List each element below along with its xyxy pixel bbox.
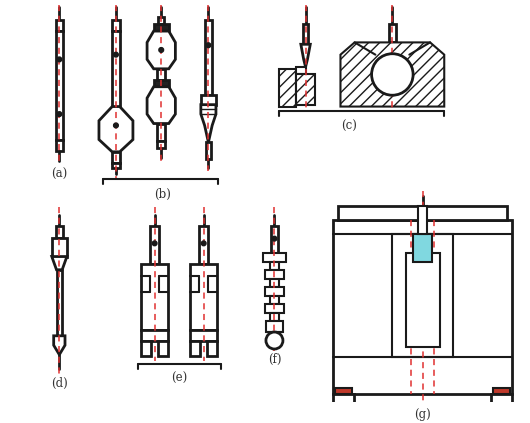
Bar bbox=[57, 270, 62, 336]
Bar bbox=[265, 287, 284, 296]
Bar bbox=[154, 80, 169, 87]
Bar bbox=[56, 226, 63, 238]
Bar bbox=[413, 234, 432, 262]
Bar bbox=[270, 313, 279, 321]
Bar bbox=[333, 394, 354, 406]
Circle shape bbox=[113, 52, 118, 57]
Bar bbox=[201, 95, 216, 104]
Bar bbox=[205, 20, 212, 95]
Bar bbox=[142, 330, 168, 341]
Text: (a): (a) bbox=[51, 168, 67, 181]
Bar bbox=[190, 264, 217, 330]
Bar bbox=[279, 69, 296, 107]
Text: (g): (g) bbox=[414, 409, 431, 421]
Text: (c): (c) bbox=[341, 120, 357, 133]
Bar bbox=[263, 253, 286, 262]
Bar bbox=[207, 341, 217, 356]
Bar bbox=[154, 25, 169, 31]
Bar bbox=[335, 388, 352, 394]
Text: (e): (e) bbox=[171, 372, 187, 385]
Circle shape bbox=[159, 48, 164, 52]
Bar bbox=[266, 321, 283, 332]
Bar bbox=[112, 31, 120, 107]
Polygon shape bbox=[201, 104, 216, 143]
Bar bbox=[270, 279, 279, 287]
Circle shape bbox=[201, 241, 206, 246]
Circle shape bbox=[206, 43, 211, 48]
Bar bbox=[392, 234, 404, 357]
Text: (b): (b) bbox=[154, 188, 171, 201]
Bar bbox=[493, 388, 510, 394]
Bar bbox=[158, 17, 164, 25]
Bar bbox=[190, 330, 217, 341]
Polygon shape bbox=[54, 336, 65, 354]
Bar bbox=[265, 304, 284, 313]
Polygon shape bbox=[99, 107, 133, 152]
Circle shape bbox=[272, 236, 277, 241]
Bar bbox=[271, 226, 278, 253]
Bar bbox=[333, 220, 512, 394]
Bar bbox=[112, 20, 120, 31]
Circle shape bbox=[152, 241, 157, 246]
Circle shape bbox=[113, 123, 118, 128]
Circle shape bbox=[266, 332, 283, 349]
Bar bbox=[491, 394, 512, 406]
Polygon shape bbox=[301, 44, 310, 67]
Bar bbox=[338, 206, 507, 220]
Polygon shape bbox=[147, 31, 175, 69]
Bar bbox=[112, 152, 120, 163]
Bar bbox=[265, 270, 284, 279]
Bar bbox=[52, 238, 67, 257]
Bar bbox=[199, 226, 208, 264]
Bar bbox=[405, 253, 439, 347]
Bar bbox=[56, 140, 63, 151]
Bar bbox=[112, 163, 120, 168]
Bar bbox=[296, 67, 306, 74]
Bar bbox=[157, 140, 165, 148]
Bar bbox=[142, 341, 151, 356]
Bar bbox=[56, 20, 63, 31]
Bar bbox=[270, 296, 279, 304]
Bar bbox=[270, 262, 279, 270]
Bar bbox=[296, 74, 315, 104]
Bar bbox=[142, 264, 168, 330]
Bar bbox=[388, 24, 396, 42]
Bar bbox=[418, 206, 427, 234]
Polygon shape bbox=[340, 42, 444, 107]
Bar bbox=[333, 220, 354, 394]
Bar bbox=[491, 220, 512, 394]
Bar bbox=[158, 341, 168, 356]
Bar bbox=[157, 69, 165, 80]
Bar bbox=[392, 234, 453, 357]
Circle shape bbox=[57, 57, 61, 62]
Bar bbox=[56, 31, 63, 140]
Bar bbox=[303, 24, 308, 44]
Bar bbox=[157, 124, 165, 140]
Bar bbox=[190, 341, 200, 356]
Bar bbox=[150, 226, 160, 264]
Bar bbox=[441, 234, 453, 357]
Text: (d): (d) bbox=[51, 377, 68, 390]
Text: (f): (f) bbox=[268, 353, 281, 366]
Circle shape bbox=[372, 54, 413, 95]
Polygon shape bbox=[147, 87, 175, 124]
Circle shape bbox=[57, 112, 61, 116]
Polygon shape bbox=[52, 257, 67, 270]
Bar bbox=[206, 143, 211, 159]
